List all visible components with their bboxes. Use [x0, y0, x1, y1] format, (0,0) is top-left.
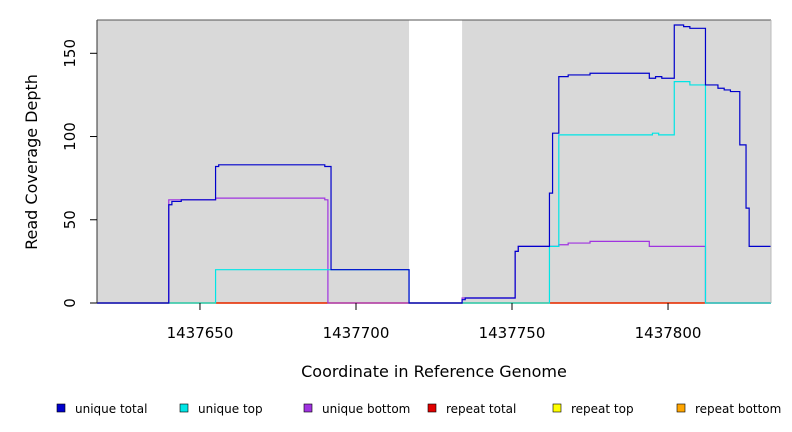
y-tick-label: 100: [61, 122, 79, 151]
y-tick-label: 150: [61, 39, 79, 68]
plot-panel-right: [462, 20, 771, 303]
legend-label-unique-top: unique top: [198, 402, 263, 416]
legend-swatch-repeat-total: [427, 403, 437, 413]
x-tick-label: 1437700: [323, 324, 390, 342]
legend-label-unique-total: unique total: [75, 402, 147, 416]
legend-swatch-unique-total: [56, 403, 66, 413]
series-layer: [97, 24, 771, 304]
axes: 0 50 100 150 1437650 1437700 1437750 1437800: [61, 39, 701, 342]
legend-label-repeat-bottom: repeat bottom: [695, 402, 781, 416]
x-tick-label: 1437800: [635, 324, 702, 342]
legend-swatch-unique-top: [179, 403, 189, 413]
x-axis-title: Coordinate in Reference Genome: [301, 362, 567, 381]
x-tick-label: 1437750: [479, 324, 546, 342]
legend-label-unique-bottom: unique bottom: [322, 402, 410, 416]
y-tick-label: 0: [61, 298, 79, 308]
legend: unique total unique top unique bottom repea…: [56, 402, 781, 416]
plot-panel-left: [97, 20, 410, 303]
y-axis-title: Read Coverage Depth: [22, 74, 41, 250]
legend-label-repeat-top: repeat top: [571, 402, 634, 416]
plot-background: [97, 20, 771, 303]
legend-swatch-repeat-top: [552, 403, 562, 413]
x-tick-label: 1437650: [167, 324, 234, 342]
y-tick-label: 50: [61, 210, 79, 229]
legend-swatch-repeat-bottom: [676, 403, 686, 413]
legend-label-repeat-total: repeat total: [446, 402, 516, 416]
plot-frame: [96, 19, 772, 303]
legend-swatch-unique-bottom: [303, 403, 313, 413]
series-line-unique-total: [97, 24, 771, 304]
